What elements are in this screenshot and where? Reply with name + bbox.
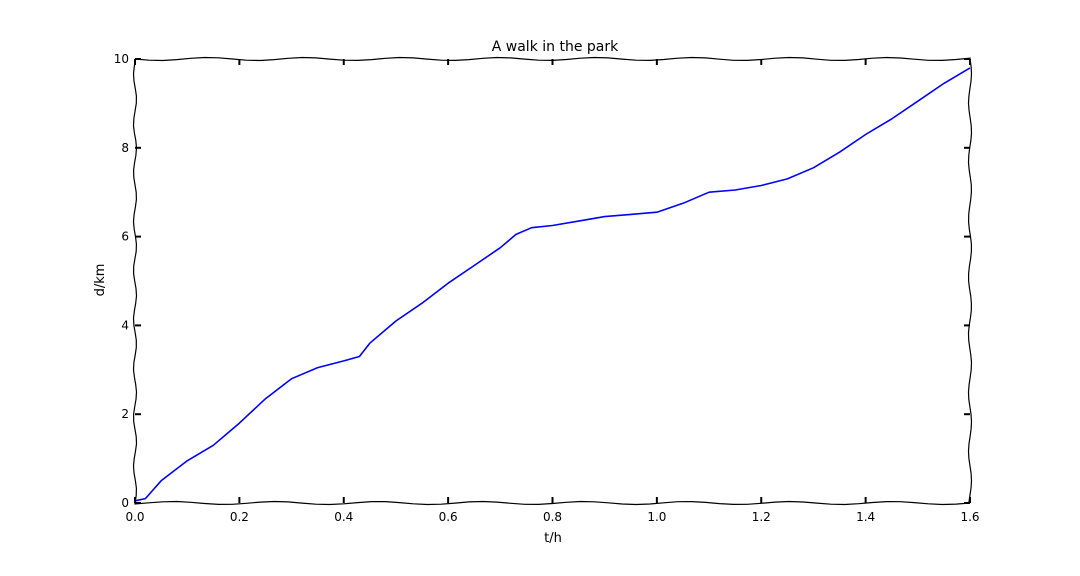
y-tick-label: 4: [121, 318, 129, 332]
x-tick-label: 1.6: [960, 510, 979, 524]
x-axis-label: t/h: [544, 531, 562, 546]
x-tick-label: 0.6: [439, 510, 458, 524]
y-tick-label: 2: [121, 407, 129, 421]
chart-title: A walk in the park: [492, 39, 619, 55]
x-tick-label: 0.4: [334, 510, 353, 524]
y-axis: 0 2 4 6 8 10: [114, 52, 970, 510]
y-tick-label: 0: [121, 496, 129, 510]
y-tick-label: 10: [114, 52, 129, 66]
x-tick-label: 1.0: [647, 510, 666, 524]
y-axis-label: d/km: [93, 264, 108, 297]
x-tick-label: 0.0: [125, 510, 144, 524]
x-tick-label: 1.2: [752, 510, 771, 524]
x-tick-label: 1.4: [856, 510, 875, 524]
y-tick-label: 6: [121, 230, 129, 244]
plot-frame: [132, 56, 973, 506]
x-tick-label: 0.2: [230, 510, 249, 524]
x-axis: 0.0 0.2 0.4 0.6 0.8 1.0 1.2 1.4 1.6: [125, 59, 980, 524]
series-layer: [134, 67, 971, 502]
series-line-0: [134, 67, 971, 502]
y-tick-label: 8: [121, 141, 129, 155]
x-tick-label: 0.8: [543, 510, 562, 524]
